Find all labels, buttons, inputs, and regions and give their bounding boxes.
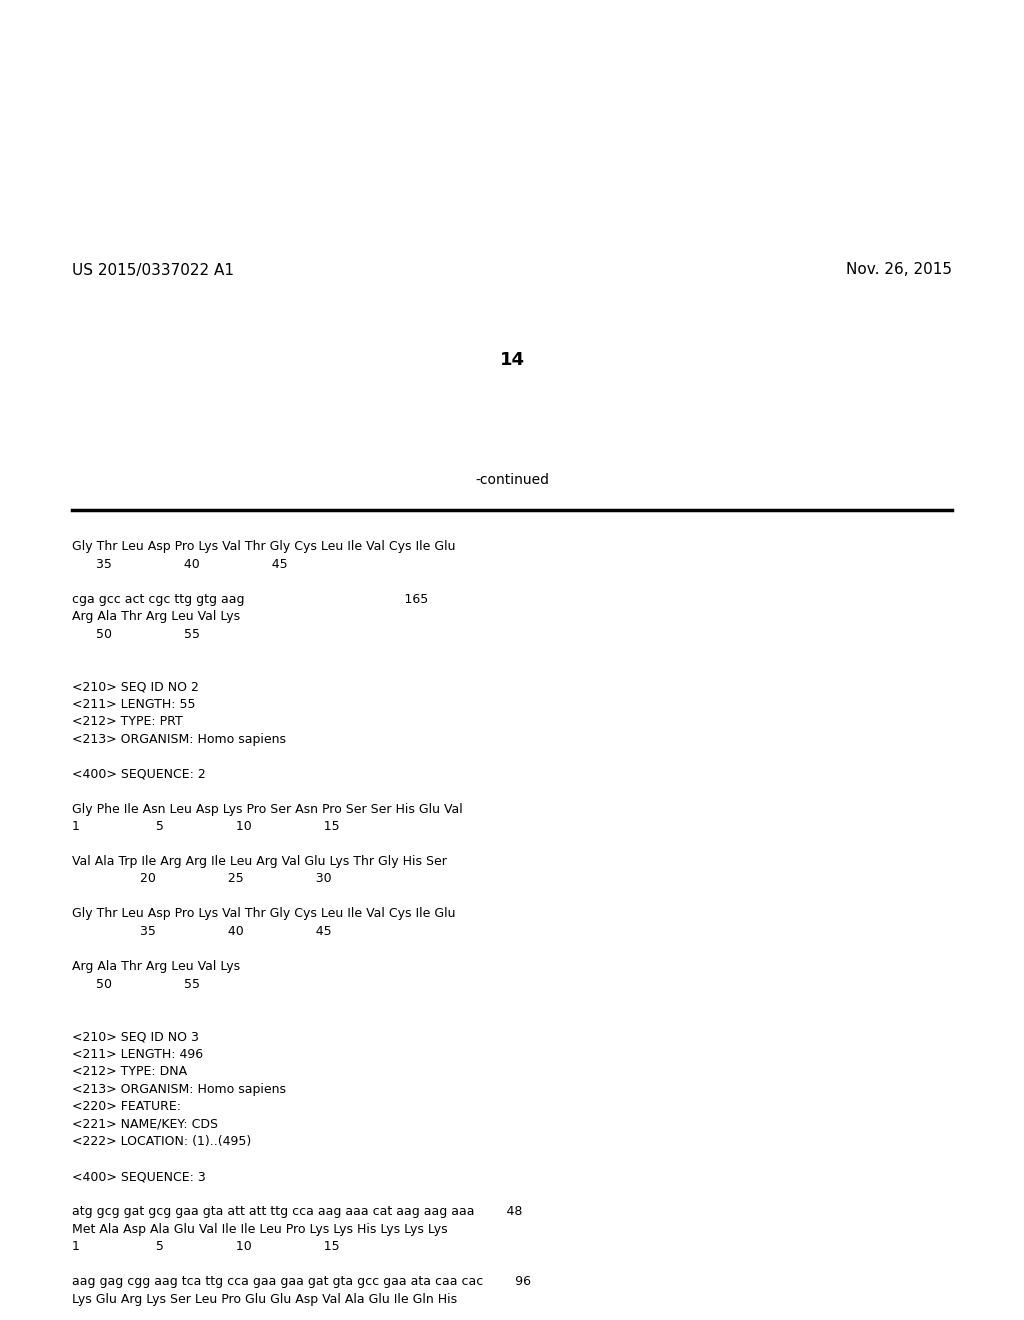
Text: atg gcg gat gcg gaa gta att att ttg cca aag aaa cat aag aag aaa        48: atg gcg gat gcg gaa gta att att ttg cca … [72,1205,522,1218]
Text: Lys Glu Arg Lys Ser Leu Pro Glu Glu Asp Val Ala Glu Ile Gln His: Lys Glu Arg Lys Ser Leu Pro Glu Glu Asp … [72,1292,457,1305]
Text: 35                  40                  45: 35 40 45 [72,557,288,570]
Text: <210> SEQ ID NO 3: <210> SEQ ID NO 3 [72,1030,199,1043]
Text: Val Ala Trp Ile Arg Arg Ile Leu Arg Val Glu Lys Thr Gly His Ser: Val Ala Trp Ile Arg Arg Ile Leu Arg Val … [72,855,446,869]
Text: US 2015/0337022 A1: US 2015/0337022 A1 [72,263,234,277]
Text: <222> LOCATION: (1)..(495): <222> LOCATION: (1)..(495) [72,1135,251,1148]
Text: <211> LENGTH: 496: <211> LENGTH: 496 [72,1048,203,1060]
Text: Gly Thr Leu Asp Pro Lys Val Thr Gly Cys Leu Ile Val Cys Ile Glu: Gly Thr Leu Asp Pro Lys Val Thr Gly Cys … [72,908,456,920]
Text: Gly Phe Ile Asn Leu Asp Lys Pro Ser Asn Pro Ser Ser His Glu Val: Gly Phe Ile Asn Leu Asp Lys Pro Ser Asn … [72,803,463,816]
Text: 20                  25                  30: 20 25 30 [72,873,332,886]
Text: Arg Ala Thr Arg Leu Val Lys: Arg Ala Thr Arg Leu Val Lys [72,610,240,623]
Text: 35                  40                  45: 35 40 45 [72,925,332,939]
Text: <221> NAME/KEY: CDS: <221> NAME/KEY: CDS [72,1118,218,1130]
Text: cga gcc act cgc ttg gtg aag                                        165: cga gcc act cgc ttg gtg aag 165 [72,593,428,606]
Text: aag gag cgg aag tca ttg cca gaa gaa gat gta gcc gaa ata caa cac        96: aag gag cgg aag tca ttg cca gaa gaa gat … [72,1275,531,1288]
Text: <212> TYPE: DNA: <212> TYPE: DNA [72,1065,187,1078]
Text: Arg Ala Thr Arg Leu Val Lys: Arg Ala Thr Arg Leu Val Lys [72,960,240,973]
Text: 1                   5                  10                  15: 1 5 10 15 [72,820,340,833]
Text: 1                   5                  10                  15: 1 5 10 15 [72,1239,340,1253]
Text: <213> ORGANISM: Homo sapiens: <213> ORGANISM: Homo sapiens [72,733,286,746]
Text: Met Ala Asp Ala Glu Val Ile Ile Leu Pro Lys Lys His Lys Lys Lys: Met Ala Asp Ala Glu Val Ile Ile Leu Pro … [72,1222,447,1236]
Text: <211> LENGTH: 55: <211> LENGTH: 55 [72,697,196,710]
Text: -continued: -continued [475,473,549,487]
Text: <213> ORGANISM: Homo sapiens: <213> ORGANISM: Homo sapiens [72,1082,286,1096]
Text: <400> SEQUENCE: 3: <400> SEQUENCE: 3 [72,1170,206,1183]
Text: Nov. 26, 2015: Nov. 26, 2015 [846,263,952,277]
Text: 50                  55: 50 55 [72,627,200,640]
Text: Gly Thr Leu Asp Pro Lys Val Thr Gly Cys Leu Ile Val Cys Ile Glu: Gly Thr Leu Asp Pro Lys Val Thr Gly Cys … [72,540,456,553]
Text: <210> SEQ ID NO 2: <210> SEQ ID NO 2 [72,680,199,693]
Text: <212> TYPE: PRT: <212> TYPE: PRT [72,715,182,729]
Text: 14: 14 [500,351,524,370]
Text: 50                  55: 50 55 [72,978,200,990]
Text: <400> SEQUENCE: 2: <400> SEQUENCE: 2 [72,767,206,780]
Text: <220> FEATURE:: <220> FEATURE: [72,1100,181,1113]
